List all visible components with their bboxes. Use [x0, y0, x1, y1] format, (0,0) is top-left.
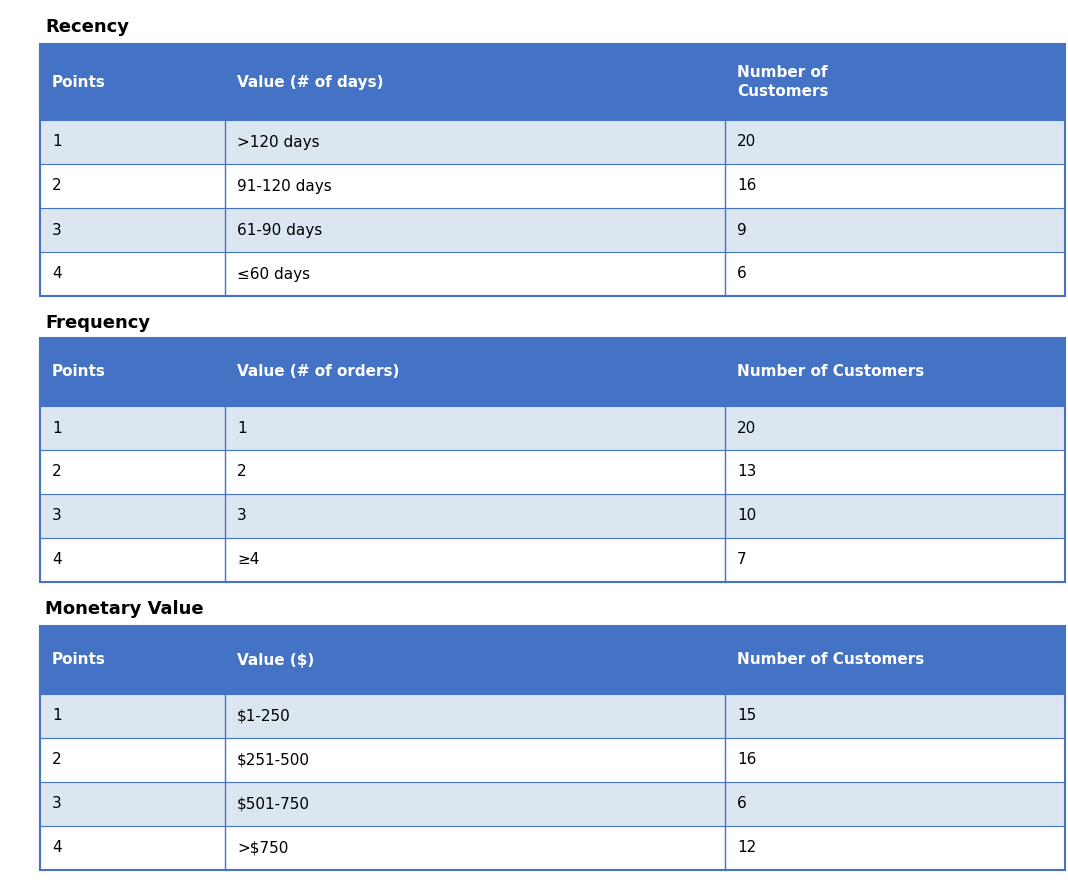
Text: $251-500: $251-500 — [237, 752, 310, 767]
Text: Number of
Customers: Number of Customers — [737, 65, 829, 99]
Text: 7: 7 — [737, 552, 747, 568]
Text: Value (# of days): Value (# of days) — [237, 74, 383, 89]
Text: 16: 16 — [737, 179, 756, 194]
Bar — [40, 44, 1065, 296]
Text: 4: 4 — [52, 552, 62, 568]
Bar — [40, 626, 1065, 694]
Text: 1: 1 — [237, 421, 247, 436]
Text: 20: 20 — [737, 421, 756, 436]
Text: ≤60 days: ≤60 days — [237, 266, 310, 281]
Text: 16: 16 — [737, 752, 756, 767]
Text: Points: Points — [52, 364, 106, 379]
Text: 4: 4 — [52, 266, 62, 281]
Text: Number of Customers: Number of Customers — [737, 364, 924, 379]
Text: 2: 2 — [52, 464, 62, 479]
Bar — [40, 494, 1065, 538]
Text: 9: 9 — [737, 223, 747, 238]
Text: 13: 13 — [737, 464, 756, 479]
Text: Number of Customers: Number of Customers — [737, 652, 924, 667]
Bar — [40, 164, 1065, 208]
Text: >120 days: >120 days — [237, 134, 319, 149]
Text: 2: 2 — [237, 464, 247, 479]
Text: >$750: >$750 — [237, 841, 288, 856]
Bar — [40, 338, 1065, 582]
Text: Monetary Value: Monetary Value — [45, 600, 204, 618]
Text: ≥4: ≥4 — [237, 552, 260, 568]
Bar — [40, 826, 1065, 870]
Text: Recency: Recency — [45, 18, 129, 36]
Bar — [40, 738, 1065, 782]
Text: 4: 4 — [52, 841, 62, 856]
Bar — [40, 338, 1065, 406]
Text: 91-120 days: 91-120 days — [237, 179, 332, 194]
Text: 1: 1 — [52, 421, 62, 436]
Bar — [40, 694, 1065, 738]
Text: Value ($): Value ($) — [237, 652, 314, 667]
Bar — [40, 208, 1065, 252]
Text: 3: 3 — [52, 508, 62, 523]
Text: 15: 15 — [737, 708, 756, 723]
Text: 3: 3 — [52, 796, 62, 812]
Bar — [40, 782, 1065, 826]
Text: Frequency: Frequency — [45, 314, 151, 332]
Text: 10: 10 — [737, 508, 756, 523]
Text: 2: 2 — [52, 179, 62, 194]
Bar — [40, 626, 1065, 870]
Text: 2: 2 — [52, 752, 62, 767]
Text: 12: 12 — [737, 841, 756, 856]
Text: 6: 6 — [737, 266, 747, 281]
Text: 6: 6 — [737, 796, 747, 812]
Text: Value (# of orders): Value (# of orders) — [237, 364, 399, 379]
Text: $1-250: $1-250 — [237, 708, 290, 723]
Bar — [40, 44, 1065, 120]
Text: 3: 3 — [52, 223, 62, 238]
Text: $501-750: $501-750 — [237, 796, 310, 812]
Text: 3: 3 — [237, 508, 247, 523]
Bar — [40, 538, 1065, 582]
Bar — [40, 450, 1065, 494]
Text: Points: Points — [52, 74, 106, 89]
Text: 61-90 days: 61-90 days — [237, 223, 323, 238]
Bar — [40, 406, 1065, 450]
Text: 1: 1 — [52, 134, 62, 149]
Bar — [40, 120, 1065, 164]
Text: 1: 1 — [52, 708, 62, 723]
Text: 20: 20 — [737, 134, 756, 149]
Text: Points: Points — [52, 652, 106, 667]
Bar — [40, 252, 1065, 296]
